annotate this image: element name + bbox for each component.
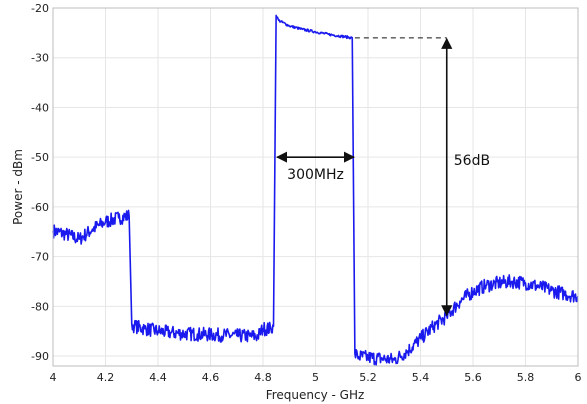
x-tick-label: 4	[50, 371, 57, 384]
x-tick-label: 5.2	[359, 371, 377, 384]
y-tick-label: -70	[31, 251, 49, 264]
x-tick-labels: 4 4.2 4.4 4.6 4.8 5 5.2 5.4 5.6 5.8 6	[50, 371, 582, 384]
x-tick-label: 4.6	[202, 371, 220, 384]
x-tick-label: 5.8	[517, 371, 535, 384]
x-tick-label: 4.2	[97, 371, 115, 384]
x-tick-label: 5.4	[412, 371, 430, 384]
x-tick-label: 4.8	[254, 371, 272, 384]
y-tick-labels: -20 -30 -40 -50 -60 -70 -80 -90	[31, 2, 49, 363]
x-tick-label: 5	[312, 371, 319, 384]
power-difference-label: 56dB	[454, 153, 490, 169]
y-tick-label: -80	[31, 300, 49, 313]
series-layer	[52, 14, 579, 366]
y-tick-label: -30	[31, 52, 49, 65]
y-tick-label: -50	[31, 151, 49, 164]
y-tick-label: -60	[31, 201, 49, 214]
x-tick-label: 6	[575, 371, 582, 384]
y-axis-label: Power - dBm	[11, 149, 25, 225]
y-tick-label: -20	[31, 2, 49, 15]
y-tick-label: -40	[31, 101, 49, 114]
annotations: 300MHz 56dB	[276, 37, 490, 317]
bandwidth-label: 300MHz	[287, 167, 344, 183]
plot-frame	[52, 7, 579, 367]
y-tick-label: -90	[31, 350, 49, 363]
series-line	[52, 14, 579, 366]
x-tick-label: 5.6	[464, 371, 482, 384]
x-tick-label: 4.4	[149, 371, 167, 384]
x-axis-label: Frequency - GHz	[266, 388, 365, 402]
grid	[53, 8, 578, 366]
